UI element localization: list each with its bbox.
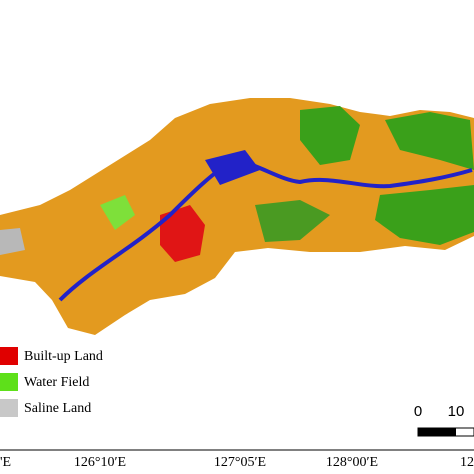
legend-swatch — [0, 399, 18, 417]
urban-patch — [160, 205, 205, 262]
longitude-label: 127°05′E — [214, 455, 266, 470]
study-area — [0, 98, 474, 335]
scale-label: 10 — [448, 403, 465, 420]
legend: Built-up Land Water Field Saline Land — [0, 347, 103, 417]
legend-label: Water Field — [24, 375, 89, 390]
scale-bar: 0 10 — [414, 403, 474, 437]
longitude-label: 128°00′E — [326, 455, 378, 470]
legend-label: Saline Land — [24, 401, 91, 416]
legend-swatch — [0, 373, 18, 391]
cropland-patch — [385, 112, 474, 170]
saline-patch — [0, 228, 25, 255]
cropland-patch — [300, 106, 360, 165]
longitude-label: 12 — [460, 455, 474, 470]
longitude-label: 126°10′E — [74, 455, 126, 470]
reservoir — [205, 150, 260, 185]
scale-segment — [418, 428, 456, 436]
longitude-label: 'E — [0, 455, 11, 470]
cropland-patch — [255, 200, 330, 242]
land-base — [0, 98, 474, 335]
legend-swatch — [0, 347, 18, 365]
river — [58, 157, 473, 302]
frame: 'E 126°10′E 127°05′E 128°00′E 12 — [0, 449, 474, 470]
scale-label: 0 — [414, 403, 422, 420]
cropland-patch — [375, 185, 474, 245]
legend-label: Built-up Land — [24, 349, 103, 364]
water-field-patch — [100, 195, 135, 230]
